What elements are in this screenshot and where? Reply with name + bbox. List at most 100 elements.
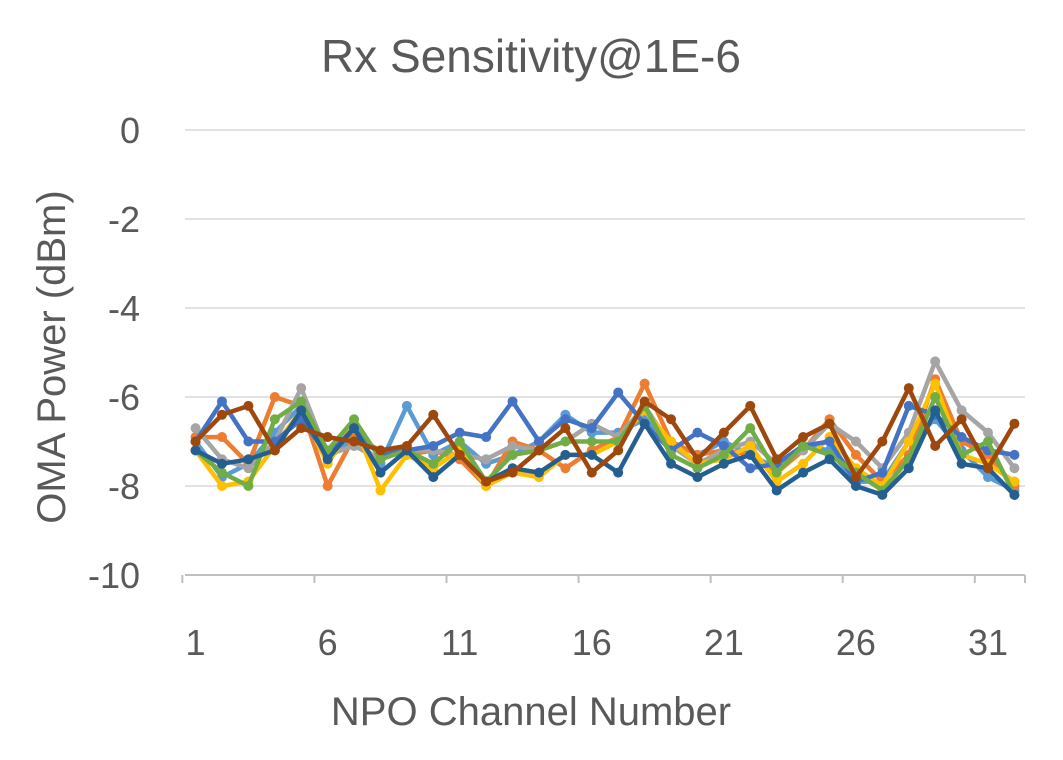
data-point: [771, 485, 782, 496]
data-point: [507, 449, 518, 460]
data-point: [983, 472, 994, 483]
data-point: [930, 356, 941, 367]
data-point: [296, 423, 307, 434]
data-point: [745, 449, 756, 460]
series-8: [190, 383, 1020, 487]
x-tick-label: 31: [968, 622, 1008, 663]
data-point: [375, 454, 386, 465]
x-axis-ticks: 1 6 11 16 21 26 31: [181, 575, 1026, 663]
data-point: [190, 436, 201, 447]
data-point: [930, 440, 941, 451]
data-point: [850, 472, 861, 483]
data-point: [930, 405, 941, 416]
data-point: [401, 440, 412, 451]
data-point: [903, 400, 914, 411]
data-point: [824, 436, 835, 447]
data-point: [401, 400, 412, 411]
data-point: [983, 427, 994, 438]
data-point: [930, 392, 941, 402]
data-point: [903, 436, 914, 447]
data-point: [824, 418, 835, 429]
series-6: [190, 392, 1020, 500]
data-point: [983, 463, 994, 474]
data-point: [349, 436, 360, 447]
data-point: [1009, 476, 1020, 487]
data-point: [322, 481, 333, 491]
data-point: [666, 458, 677, 469]
data-point: [216, 467, 227, 478]
data-point: [322, 432, 333, 443]
data-point: [216, 481, 227, 491]
x-tick-label: 16: [572, 622, 612, 663]
data-point: [428, 409, 439, 420]
data-point: [718, 449, 729, 460]
data-point: [850, 436, 861, 447]
data-point: [877, 489, 888, 500]
data-point: [349, 414, 360, 425]
data-point: [613, 387, 624, 398]
data-point: [507, 396, 518, 407]
data-point: [243, 400, 254, 411]
data-point: [428, 472, 439, 483]
data-point: [216, 458, 227, 469]
data-point: [322, 454, 333, 465]
data-point: [639, 396, 650, 407]
data-point: [349, 423, 360, 434]
data-point: [1009, 463, 1020, 474]
data-point: [903, 383, 914, 394]
data-point: [216, 409, 227, 420]
y-tick-label: -4: [108, 288, 140, 329]
data-point: [850, 481, 861, 491]
data-point: [507, 467, 518, 478]
data-point: [745, 440, 756, 451]
data-point: [956, 432, 967, 443]
data-point: [666, 414, 677, 425]
data-point: [1009, 418, 1020, 429]
y-axis-title: OMA Power (dBm): [30, 190, 74, 523]
x-tick-label: 6: [318, 622, 338, 663]
data-point: [269, 392, 280, 402]
data-point: [216, 432, 227, 443]
data-point: [375, 467, 386, 478]
data-point: [956, 405, 967, 416]
data-point: [190, 445, 201, 456]
data-point: [428, 458, 439, 469]
data-point: [718, 427, 729, 438]
data-point: [454, 436, 465, 447]
data-point: [930, 378, 941, 389]
data-point: [639, 418, 650, 429]
series-group: [190, 356, 1020, 500]
data-point: [798, 458, 809, 469]
data-point: [533, 436, 544, 447]
data-point: [718, 440, 729, 451]
data-point: [560, 449, 571, 460]
x-tick-label: 1: [186, 622, 206, 663]
y-tick-label: -8: [108, 466, 140, 507]
data-point: [560, 423, 571, 434]
data-point: [639, 378, 650, 389]
y-tick-label: 0: [120, 110, 140, 151]
data-point: [745, 463, 756, 474]
data-point: [481, 454, 492, 465]
data-point: [533, 467, 544, 478]
data-point: [877, 467, 888, 478]
data-point: [771, 454, 782, 465]
data-point: [481, 432, 492, 443]
data-point: [666, 436, 677, 447]
data-point: [296, 396, 307, 407]
data-point: [586, 467, 597, 478]
x-tick-label: 21: [704, 622, 744, 663]
data-point: [718, 458, 729, 469]
data-point: [269, 445, 280, 456]
data-point: [269, 414, 280, 425]
data-point: [1009, 449, 1020, 460]
x-tick-label: 11: [441, 622, 478, 663]
data-point: [983, 436, 994, 447]
data-point: [560, 463, 571, 474]
y-tick-label: -6: [108, 377, 140, 418]
y-axis-ticks: 0 -2 -4 -6 -8 -10: [88, 110, 140, 596]
data-point: [560, 414, 571, 425]
data-point: [216, 396, 227, 407]
data-point: [798, 440, 809, 451]
y-tick-label: -2: [108, 199, 140, 240]
